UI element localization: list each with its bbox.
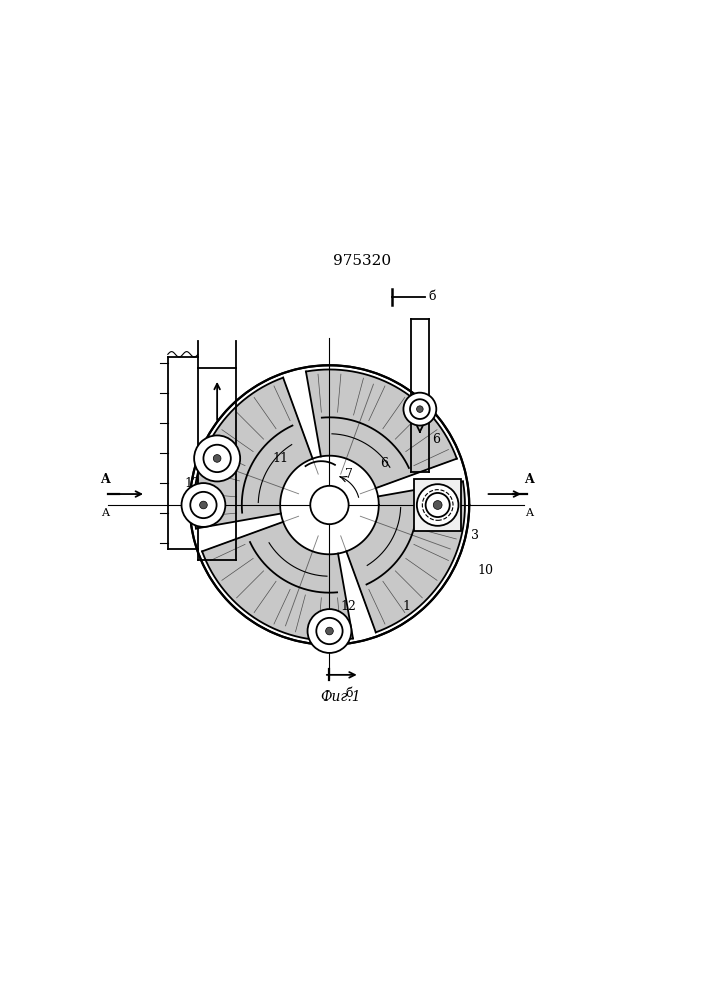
Text: 3: 3 [471, 529, 479, 542]
Polygon shape [346, 481, 465, 632]
Text: Фиг.1: Фиг.1 [320, 690, 361, 704]
Text: 6: 6 [432, 433, 440, 446]
Circle shape [214, 455, 221, 462]
Circle shape [433, 501, 442, 509]
Circle shape [416, 406, 423, 412]
Polygon shape [194, 378, 312, 529]
Text: 10: 10 [478, 564, 493, 577]
Circle shape [310, 486, 349, 524]
Text: A: A [100, 473, 110, 486]
Text: 7: 7 [345, 468, 353, 481]
Text: A: A [101, 508, 109, 518]
Polygon shape [242, 505, 417, 642]
Circle shape [189, 365, 469, 645]
Polygon shape [202, 522, 353, 641]
Text: б: б [345, 687, 352, 700]
Bar [414, 479, 461, 531]
Circle shape [308, 609, 351, 653]
Circle shape [404, 393, 436, 426]
Text: 12: 12 [341, 600, 356, 613]
Circle shape [199, 501, 207, 509]
Text: A: A [525, 473, 534, 486]
Circle shape [417, 484, 459, 526]
Polygon shape [306, 369, 457, 488]
Circle shape [194, 435, 240, 481]
Polygon shape [329, 417, 467, 593]
Circle shape [182, 483, 226, 527]
Text: 11: 11 [272, 452, 288, 465]
Text: 975320: 975320 [333, 254, 392, 268]
Text: б: б [428, 290, 436, 303]
Polygon shape [242, 368, 417, 505]
Text: 12: 12 [185, 477, 200, 490]
Circle shape [326, 627, 333, 635]
Polygon shape [192, 417, 329, 593]
Text: A: A [525, 508, 534, 518]
Text: 1: 1 [402, 600, 410, 613]
Text: 6: 6 [380, 457, 388, 470]
